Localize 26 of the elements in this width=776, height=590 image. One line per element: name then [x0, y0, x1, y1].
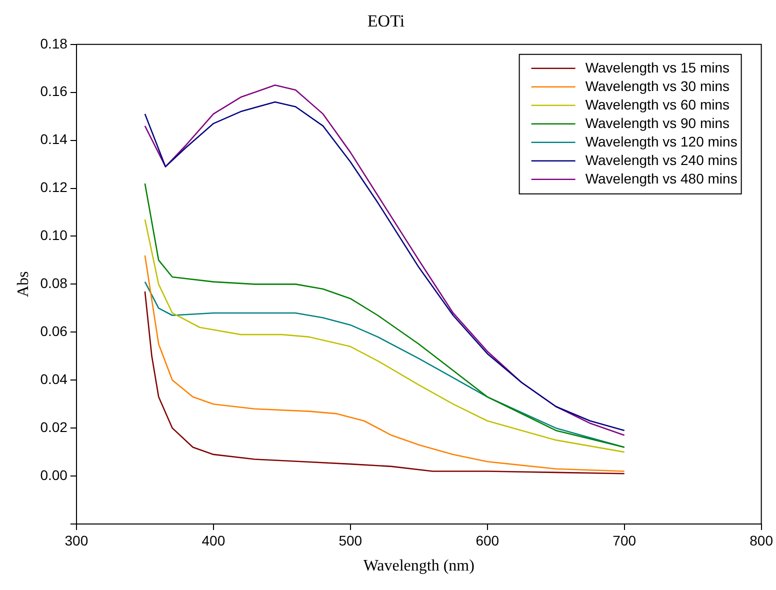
y-tick-label: 0.00 [40, 466, 68, 483]
y-tick-label: 0.08 [40, 275, 68, 292]
legend-label: Wavelength vs 15 mins [585, 59, 730, 76]
x-axis-title: Wavelength (nm) [363, 558, 474, 575]
y-tick-label: 0.04 [40, 370, 68, 387]
y-tick-label: 0.14 [40, 131, 68, 148]
x-tick-label: 400 [202, 532, 226, 548]
y-tick-label: 0.10 [40, 227, 68, 244]
y-tick-label: 0.02 [40, 418, 68, 435]
x-tick-label: 800 [750, 532, 774, 548]
legend-label: Wavelength vs 480 mins [585, 170, 738, 186]
legend-label: Wavelength vs 60 mins [585, 96, 730, 112]
x-tick-label: 700 [612, 532, 636, 548]
y-tick-label: 0.16 [40, 83, 68, 100]
x-tick-label: 600 [476, 532, 500, 548]
chart-title: EOTi [367, 12, 405, 31]
y-tick-label: 0.12 [40, 179, 68, 196]
y-axis-title: Abs [14, 271, 32, 298]
x-tick-label: 300 [64, 532, 88, 548]
x-tick-label: 500 [338, 532, 362, 548]
legend-label: Wavelength vs 240 mins [585, 152, 738, 168]
legend-label: Wavelength vs 30 mins [585, 78, 730, 94]
legend-label: Wavelength vs 120 mins [585, 133, 738, 150]
legend-label: Wavelength vs 90 mins [585, 114, 730, 131]
y-tick-label: 0.06 [40, 323, 68, 340]
y-tick-label: 0.18 [40, 35, 68, 52]
